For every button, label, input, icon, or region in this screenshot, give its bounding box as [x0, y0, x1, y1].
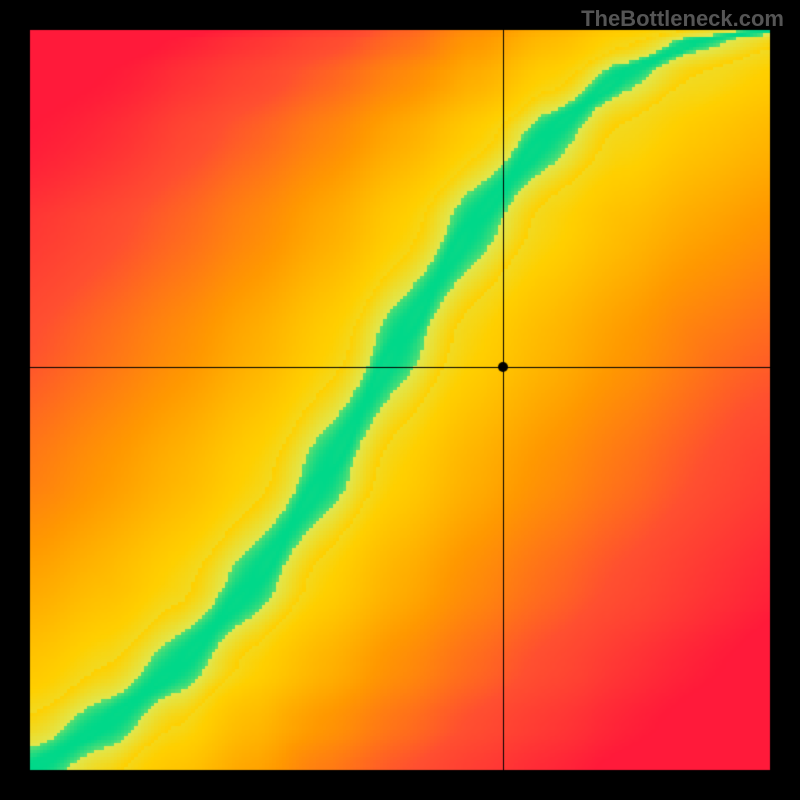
bottleneck-heatmap-canvas — [0, 0, 800, 800]
watermark-text: TheBottleneck.com — [581, 6, 784, 32]
chart-container: TheBottleneck.com — [0, 0, 800, 800]
